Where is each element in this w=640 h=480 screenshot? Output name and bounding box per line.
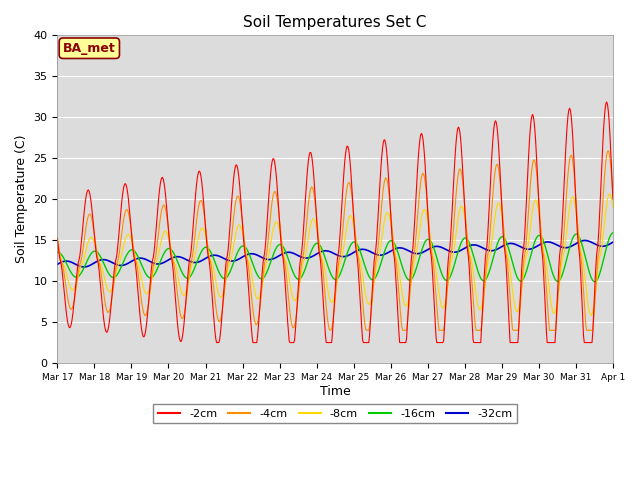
-16cm	[177, 267, 185, 273]
-16cm	[121, 256, 129, 262]
-32cm	[581, 238, 589, 243]
-32cm	[609, 240, 617, 245]
Title: Soil Temperatures Set C: Soil Temperatures Set C	[243, 15, 427, 30]
-4cm	[54, 235, 61, 240]
-2cm	[207, 270, 214, 276]
Y-axis label: Soil Temperature (C): Soil Temperature (C)	[15, 135, 28, 264]
-8cm	[54, 243, 61, 249]
-8cm	[606, 191, 614, 197]
-2cm	[420, 142, 428, 148]
Legend: -2cm, -4cm, -8cm, -16cm, -32cm: -2cm, -4cm, -8cm, -16cm, -32cm	[154, 404, 517, 423]
-2cm	[212, 340, 220, 346]
-4cm	[604, 148, 612, 154]
-8cm	[63, 275, 71, 280]
-2cm	[54, 236, 61, 241]
-32cm	[207, 253, 215, 259]
-4cm	[121, 212, 129, 217]
Text: BA_met: BA_met	[63, 42, 116, 55]
-4cm	[326, 327, 334, 333]
-16cm	[609, 230, 617, 236]
Line: -32cm: -32cm	[58, 240, 613, 267]
-4cm	[420, 171, 428, 177]
-32cm	[63, 258, 71, 264]
-4cm	[207, 258, 214, 264]
-32cm	[54, 262, 61, 267]
X-axis label: Time: Time	[320, 384, 351, 397]
-2cm	[121, 181, 129, 187]
-2cm	[404, 323, 412, 328]
-4cm	[609, 192, 617, 197]
-8cm	[609, 204, 617, 210]
-8cm	[207, 256, 214, 262]
-2cm	[609, 196, 617, 202]
-8cm	[403, 303, 410, 309]
-8cm	[177, 288, 185, 293]
-16cm	[63, 263, 71, 268]
-2cm	[63, 318, 71, 324]
-32cm	[122, 262, 129, 267]
-16cm	[54, 250, 61, 255]
-32cm	[420, 249, 428, 255]
Line: -8cm: -8cm	[58, 194, 613, 315]
-4cm	[404, 320, 412, 325]
Line: -2cm: -2cm	[58, 102, 613, 343]
Line: -16cm: -16cm	[58, 233, 613, 282]
-32cm	[178, 254, 186, 260]
-16cm	[419, 244, 427, 250]
-16cm	[403, 275, 410, 280]
-8cm	[121, 239, 129, 245]
-4cm	[177, 314, 185, 320]
-4cm	[63, 294, 71, 300]
-8cm	[588, 312, 595, 318]
-32cm	[404, 247, 412, 253]
-8cm	[419, 209, 427, 215]
-16cm	[207, 249, 214, 254]
-2cm	[177, 338, 185, 344]
-32cm	[80, 264, 88, 270]
-16cm	[591, 279, 599, 285]
Line: -4cm: -4cm	[58, 151, 613, 330]
-2cm	[603, 99, 611, 105]
